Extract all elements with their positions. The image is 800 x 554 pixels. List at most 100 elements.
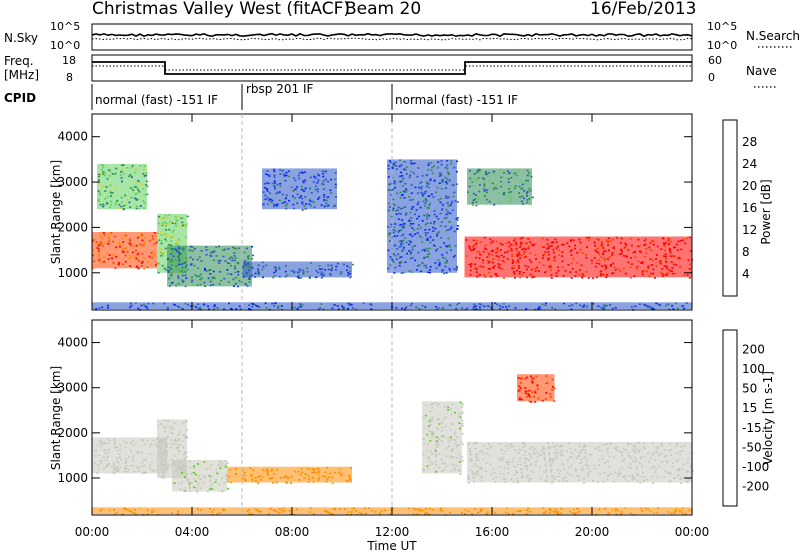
velocity-cell bbox=[624, 457, 627, 460]
power-cell bbox=[370, 308, 373, 310]
power-cell bbox=[668, 269, 671, 272]
power-cell bbox=[274, 186, 276, 188]
velocity-cell bbox=[131, 440, 134, 442]
velocity-cell bbox=[428, 426, 430, 429]
power-cell bbox=[566, 242, 569, 244]
velocity-cell bbox=[548, 508, 551, 511]
power-cell bbox=[486, 175, 489, 177]
power-cell bbox=[207, 277, 210, 280]
power-cell bbox=[428, 214, 431, 217]
power-cell bbox=[171, 222, 174, 224]
power-cell bbox=[391, 177, 394, 179]
power-cell bbox=[231, 308, 234, 311]
power-cell bbox=[191, 250, 194, 252]
velocity-cell bbox=[454, 433, 457, 436]
velocity-cell bbox=[211, 488, 214, 490]
power-cell bbox=[395, 210, 398, 212]
power-cell bbox=[473, 198, 476, 200]
velocity-cell bbox=[104, 459, 107, 461]
power-cell bbox=[277, 307, 280, 309]
velocity-cell bbox=[530, 375, 533, 378]
power-cell bbox=[227, 281, 230, 283]
velocity-cell bbox=[530, 456, 532, 458]
power-cell bbox=[387, 202, 390, 205]
power-cell bbox=[574, 275, 577, 277]
velocity-cell bbox=[220, 477, 223, 480]
velocity-cell bbox=[159, 475, 162, 478]
power-cell bbox=[92, 249, 94, 252]
velocity-cell bbox=[326, 467, 329, 469]
power-cell bbox=[510, 177, 513, 179]
power-cell bbox=[547, 251, 550, 253]
power-cell bbox=[176, 305, 179, 308]
velocity-cell bbox=[649, 510, 652, 512]
power-cell bbox=[426, 181, 428, 183]
power-cell bbox=[518, 270, 521, 273]
power-cell bbox=[644, 304, 647, 306]
velocity-cell bbox=[601, 457, 604, 460]
power-cell bbox=[526, 201, 529, 204]
velocity-cell bbox=[544, 463, 547, 466]
power-cell bbox=[330, 178, 333, 181]
power-cell bbox=[421, 262, 424, 264]
velocity-cell bbox=[686, 481, 689, 484]
power-cell bbox=[445, 216, 448, 219]
power-cell bbox=[576, 252, 579, 254]
power-cell bbox=[322, 183, 325, 186]
power-cell bbox=[296, 186, 299, 188]
velocity-cell bbox=[638, 462, 641, 464]
velocity-cell bbox=[471, 513, 473, 515]
power-cell bbox=[655, 265, 658, 267]
velocity-cell bbox=[469, 448, 472, 450]
power-cell bbox=[568, 245, 571, 248]
velocity-cell bbox=[467, 477, 470, 479]
power-cell bbox=[598, 263, 601, 265]
velocity-cell bbox=[340, 474, 343, 477]
power-cell bbox=[602, 253, 605, 255]
power-cell bbox=[440, 160, 443, 162]
power-cell bbox=[517, 261, 520, 263]
power-cell bbox=[518, 251, 521, 254]
power-cell bbox=[170, 258, 173, 261]
velocity-cell bbox=[557, 452, 560, 455]
power-cell bbox=[92, 254, 95, 257]
velocity-cell bbox=[464, 513, 466, 515]
power-cell bbox=[278, 192, 281, 194]
velocity-cell bbox=[691, 470, 694, 473]
power-cell bbox=[499, 169, 502, 171]
power-cell bbox=[650, 264, 653, 267]
power-cell bbox=[262, 191, 265, 193]
power-cell bbox=[300, 305, 303, 308]
power-cell bbox=[207, 249, 210, 251]
velocity-cell bbox=[471, 465, 474, 467]
power-cell bbox=[223, 308, 226, 310]
time-tick-3: 12:00 bbox=[375, 525, 410, 539]
velocity-cell bbox=[459, 401, 462, 404]
power-cell bbox=[546, 238, 549, 241]
velocity-cell bbox=[504, 450, 507, 452]
power-cell bbox=[423, 192, 426, 195]
velocity-cell bbox=[101, 443, 104, 445]
power-cell bbox=[488, 172, 490, 174]
velocity-cell bbox=[429, 418, 432, 420]
velocity-cell bbox=[459, 416, 462, 419]
velocity-cell bbox=[553, 400, 556, 402]
velocity-cell bbox=[635, 472, 638, 475]
power-cell bbox=[102, 171, 105, 173]
velocity-cell bbox=[254, 508, 257, 510]
power-cell bbox=[397, 206, 400, 209]
velocity-cell bbox=[450, 422, 453, 425]
velocity-cell bbox=[669, 449, 672, 451]
power-cell bbox=[403, 197, 406, 199]
power-cell bbox=[528, 187, 531, 190]
power-data bbox=[92, 159, 693, 311]
power-cell bbox=[424, 306, 427, 308]
power-cell bbox=[511, 267, 514, 270]
velocity-cell bbox=[563, 468, 565, 470]
power-cell bbox=[184, 236, 187, 239]
power-cell bbox=[222, 249, 225, 251]
velocity-cell bbox=[543, 452, 545, 454]
power-cell bbox=[160, 251, 163, 253]
velocity-cell bbox=[684, 480, 687, 483]
power-cell bbox=[415, 209, 418, 211]
